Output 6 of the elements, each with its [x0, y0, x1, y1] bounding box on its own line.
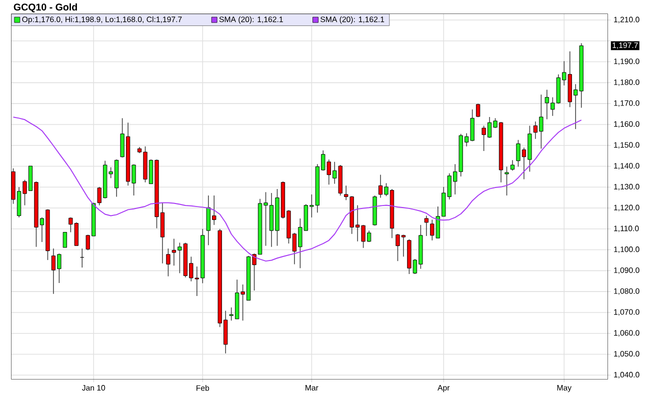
- candlestick: [510, 160, 515, 172]
- candlestick: [424, 215, 429, 236]
- candlestick: [504, 166, 509, 196]
- candlestick: [166, 248, 170, 277]
- candlestick: [62, 232, 68, 248]
- chart-title: GCQ10 - Gold: [14, 3, 77, 12]
